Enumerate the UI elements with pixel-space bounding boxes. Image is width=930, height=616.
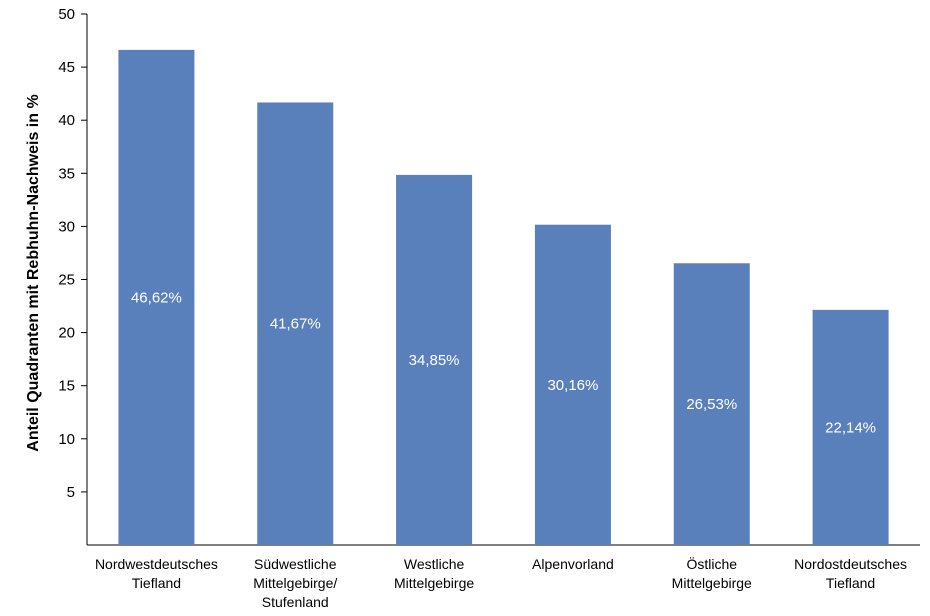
bar <box>396 174 473 545</box>
bar-data-label: 22,14% <box>825 419 876 436</box>
bars-group: 46,62% 41,67% 34,85% 30,16% 26,53% 22,14% <box>118 49 889 545</box>
category-label: Westliche <box>404 556 465 572</box>
bar-data-label: 30,16% <box>547 377 598 394</box>
category-label: Tiefland <box>132 575 181 591</box>
bar <box>812 309 889 545</box>
bar <box>257 102 334 545</box>
category-label: Östliche <box>686 555 737 572</box>
y-tick-label: 15 <box>58 378 75 395</box>
category-label: Nordwestdeutsches <box>95 556 218 572</box>
bar <box>673 263 750 545</box>
y-tick-label: 25 <box>58 272 75 289</box>
category-label: Alpenvorland <box>532 556 614 572</box>
bar-data-label: 34,85% <box>409 352 460 369</box>
y-axis-label: Anteil Quadranten mit Rebhuhn-Nachweis i… <box>25 94 42 451</box>
bar <box>534 224 611 545</box>
y-tick-label: 50 <box>58 6 75 23</box>
y-tick-label: 5 <box>67 484 75 501</box>
y-tick-label: 20 <box>58 325 75 342</box>
category-label: Mittelgebirge <box>394 575 474 591</box>
bar-data-label: 41,67% <box>270 316 321 333</box>
bar-data-label: 46,62% <box>131 289 182 306</box>
category-label: Nordostdeutsches <box>794 556 907 572</box>
bar-data-label: 26,53% <box>686 396 737 413</box>
y-tick-label: 35 <box>58 165 75 182</box>
y-tick-label: 30 <box>58 218 75 235</box>
category-label: Mittelgebirge/ <box>253 575 337 591</box>
y-axis-ticks: 5 10 15 20 25 30 35 40 45 50 <box>58 6 87 501</box>
category-labels: Nordwestdeutsches Tiefland Südwestliche Mit… <box>95 555 907 610</box>
y-tick-label: 10 <box>58 431 75 448</box>
category-label: Südwestliche <box>254 556 337 572</box>
y-tick-label: 40 <box>58 112 75 129</box>
category-label: Tiefland <box>826 575 875 591</box>
category-label: Mittelgebirge <box>672 575 752 591</box>
y-tick-label: 45 <box>58 59 75 76</box>
category-label: Stufenland <box>262 594 329 610</box>
bar <box>118 49 195 545</box>
